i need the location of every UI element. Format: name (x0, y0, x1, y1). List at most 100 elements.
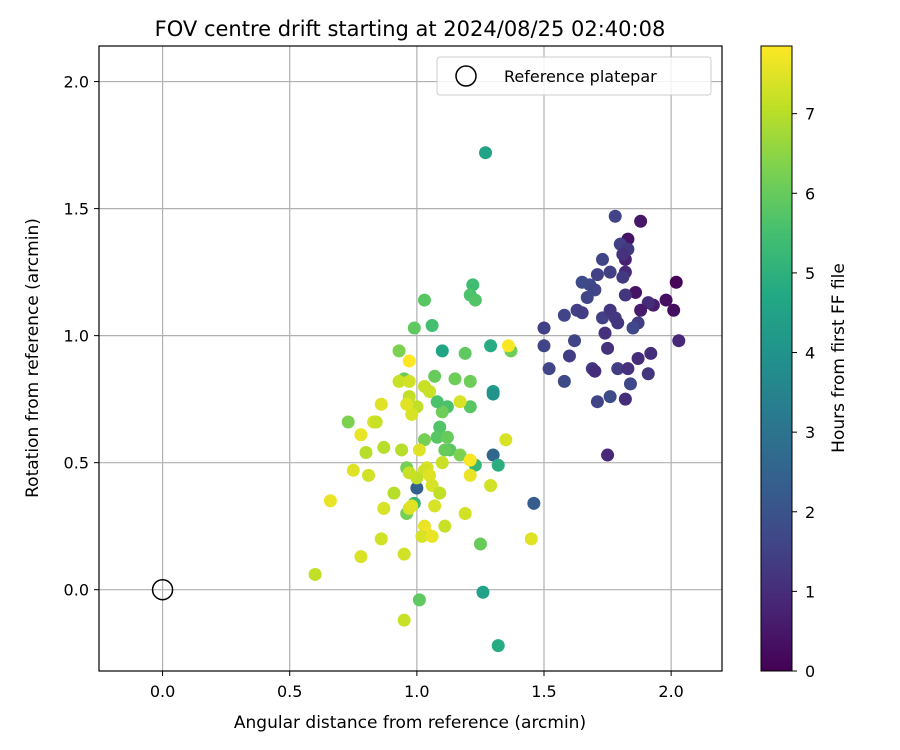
x-tick-label: 0.5 (277, 682, 302, 701)
data-point (466, 278, 480, 292)
y-tick-label: 0.0 (64, 581, 89, 600)
y-axis-label: Rotation from reference (arcmin) (23, 218, 43, 498)
x-tick-label: 2.0 (658, 682, 683, 701)
data-point (618, 288, 632, 302)
x-axis-label: Angular distance from reference (arcmin) (234, 713, 586, 733)
data-point (415, 529, 429, 543)
data-point (598, 326, 612, 340)
data-points (308, 146, 686, 653)
data-point (672, 334, 686, 348)
x-tick-label: 1.5 (531, 682, 556, 701)
data-point (387, 486, 401, 500)
data-point (425, 529, 439, 543)
data-point (484, 339, 498, 353)
data-point (618, 392, 632, 406)
data-point (575, 306, 589, 320)
data-point (438, 443, 452, 457)
data-point (659, 293, 673, 307)
data-point (341, 415, 355, 429)
data-point (430, 430, 444, 444)
data-point (362, 468, 376, 482)
plot-frame (98, 45, 723, 672)
data-point (590, 395, 604, 409)
data-point (417, 293, 431, 307)
data-point (575, 275, 589, 289)
data-point (430, 395, 444, 409)
data-point (491, 639, 505, 653)
x-tick-label: 0.0 (150, 682, 175, 701)
data-point (395, 443, 409, 457)
colorbar-tick-label: 4 (805, 344, 815, 363)
data-point (428, 499, 442, 513)
data-point (667, 303, 681, 317)
data-point (603, 390, 617, 404)
data-point (616, 270, 630, 284)
data-point (397, 547, 411, 561)
data-point (369, 415, 383, 429)
data-point (400, 397, 414, 411)
colorbar-tick-label: 5 (805, 264, 815, 283)
data-point (402, 466, 416, 480)
data-point (644, 346, 658, 360)
data-point (354, 428, 368, 442)
data-point (669, 275, 683, 289)
data-point (346, 463, 360, 477)
y-tick-label: 1.0 (64, 327, 89, 346)
data-point (435, 405, 449, 419)
data-point (641, 367, 655, 381)
data-point (629, 285, 643, 299)
legend-label-reference: Reference platepar (504, 67, 657, 86)
data-point (463, 400, 477, 414)
data-point (374, 532, 388, 546)
x-axis-ticks: 0.0 0.5 1.0 1.5 2.0 (150, 671, 684, 701)
colorbar-tick-label: 7 (805, 105, 815, 124)
data-point (377, 440, 391, 454)
data-point (423, 385, 437, 399)
reference-point (151, 578, 174, 601)
y-tick-label: 1.5 (64, 200, 89, 219)
data-point (377, 501, 391, 515)
colorbar-tick-label: 1 (805, 582, 815, 601)
data-point (484, 479, 498, 493)
colorbar-gradient (760, 45, 793, 672)
data-point (435, 344, 449, 358)
data-point (435, 456, 449, 470)
data-point (631, 352, 645, 365)
data-point (557, 374, 571, 388)
data-point (453, 395, 467, 409)
data-point (479, 146, 493, 160)
legend-box (436, 56, 712, 96)
data-point (374, 397, 388, 411)
reference-marker (151, 578, 174, 601)
y-tick-label: 0.5 (64, 454, 89, 473)
y-axis-ticks: 0.0 0.5 1.0 1.5 2.0 (64, 73, 99, 600)
data-point (634, 214, 648, 228)
colorbar-tick-label: 0 (805, 662, 815, 681)
data-point (595, 252, 609, 266)
data-point (562, 349, 576, 363)
data-point (423, 468, 437, 482)
data-point (412, 443, 426, 457)
data-point (626, 321, 640, 335)
data-point (463, 453, 477, 467)
data-point (392, 374, 406, 388)
data-point (601, 341, 615, 355)
data-point (433, 420, 447, 434)
data-point (468, 293, 482, 307)
data-point (621, 362, 635, 376)
chart-title: FOV centre drift starting at 2024/08/25 … (155, 17, 666, 41)
data-point (440, 430, 454, 444)
data-point (397, 613, 411, 627)
data-point (308, 567, 322, 581)
data-point (634, 303, 648, 317)
data-point (402, 354, 416, 368)
data-point (527, 496, 541, 510)
y-tick-label: 2.0 (64, 73, 89, 92)
data-point (323, 494, 337, 508)
data-point (537, 321, 551, 335)
data-point (486, 387, 500, 401)
data-point (603, 265, 617, 279)
colorbar-ticks: 0 1 2 3 4 5 6 7 (792, 105, 815, 681)
data-point (616, 247, 630, 261)
